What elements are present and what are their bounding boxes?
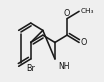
Text: CH₃: CH₃ bbox=[81, 8, 94, 14]
Text: Br: Br bbox=[26, 64, 35, 73]
Text: O: O bbox=[81, 38, 87, 47]
Text: NH: NH bbox=[59, 62, 70, 71]
Text: O: O bbox=[64, 9, 70, 18]
